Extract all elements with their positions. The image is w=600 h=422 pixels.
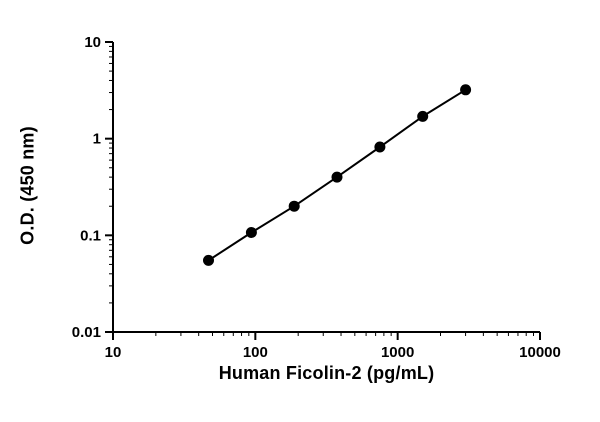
x-axis-title: Human Ficolin-2 (pg/mL): [218, 363, 435, 383]
data-point: [417, 110, 429, 122]
data-point: [288, 200, 300, 212]
y-tick-label: 0.1: [80, 227, 101, 244]
data-point: [331, 171, 343, 183]
x-tick-label: 1000: [381, 344, 414, 361]
x-tick-label: 10: [105, 344, 122, 361]
data-point: [374, 141, 386, 153]
data-point: [245, 227, 257, 238]
data-point: [460, 84, 472, 96]
y-tick-label: 10: [84, 34, 101, 51]
x-tick-label: 10000: [519, 344, 561, 361]
data-point: [203, 254, 214, 266]
y-tick-label: 0.01: [72, 324, 101, 341]
y-tick-label: 1: [93, 131, 101, 148]
x-tick-label: 100: [243, 344, 268, 361]
